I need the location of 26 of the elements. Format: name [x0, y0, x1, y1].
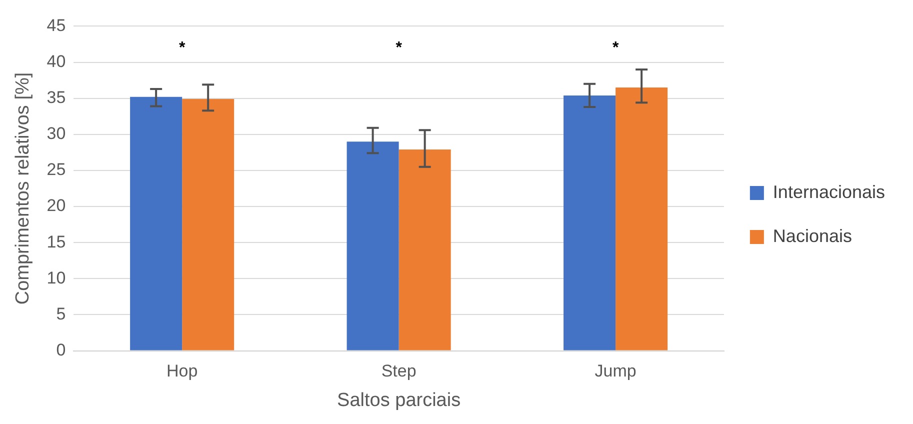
- y-tick-label: 10: [46, 268, 66, 288]
- y-tick-label: 45: [46, 16, 66, 35]
- x-tick-label: Step: [381, 362, 416, 381]
- y-axis-title: Comprimentos relativos [%]: [12, 72, 34, 305]
- y-tick-label: 0: [56, 340, 66, 360]
- y-tick-label: 5: [56, 304, 66, 324]
- x-tick-label: Hop: [166, 362, 198, 381]
- y-tick-label: 15: [46, 232, 66, 252]
- legend-label: Nacionais: [772, 226, 852, 246]
- annotation: *: [396, 40, 403, 57]
- bar: [346, 142, 399, 350]
- annotation: *: [178, 40, 186, 57]
- annotation: *: [612, 40, 620, 57]
- bar: [616, 88, 668, 350]
- bar: [398, 150, 451, 350]
- bar: [182, 99, 234, 350]
- y-tick-label: 35: [46, 88, 66, 108]
- bar: [130, 96, 182, 350]
- y-tick-label: 30: [46, 124, 66, 144]
- legend-label: Internacionais: [772, 182, 886, 202]
- bar: [564, 95, 616, 350]
- x-tick-label: Jump: [594, 362, 636, 381]
- y-tick-label: 40: [46, 52, 66, 71]
- x-axis-title: Saltos parciais: [337, 390, 461, 411]
- y-tick-label: 20: [46, 196, 66, 216]
- y-tick-label: 25: [46, 160, 66, 180]
